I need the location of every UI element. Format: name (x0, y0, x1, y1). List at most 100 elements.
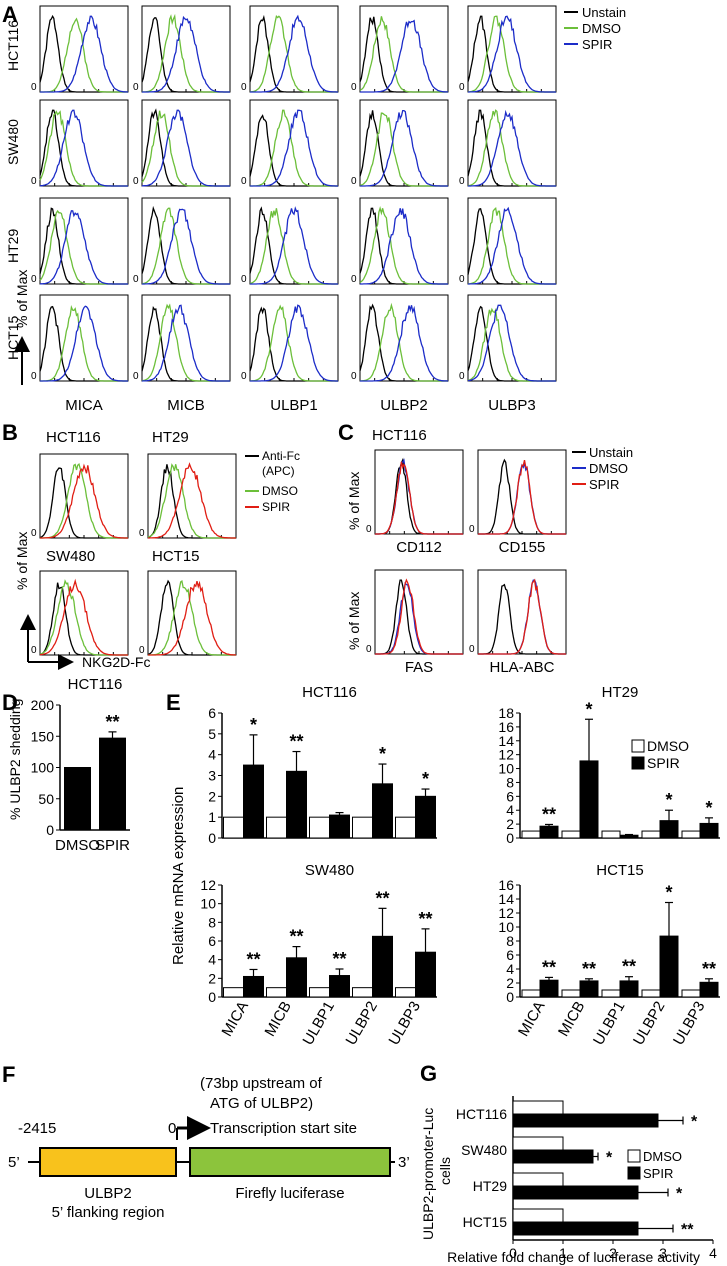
panel-g: G 0 1 2 3 4 HCT116 * SW480 * HT29 * HCT15 ** ULBP2-pro… (420, 1061, 717, 1265)
significance-mark: ** (332, 949, 346, 969)
upstream-note-line2: ATG of ULBP2) (210, 1095, 313, 1112)
y-tick-label: 3 (208, 768, 216, 784)
g-bar-sw480-spir (512, 1149, 594, 1164)
bar-mica-dmso (521, 830, 541, 839)
hist-b-sw480-zero: 0 (31, 645, 37, 656)
g-row-label-sw480: SW480 (461, 1142, 507, 1158)
y-tick-label: 4 (208, 952, 216, 968)
cell-label-hct116: HCT116 (46, 429, 101, 446)
g-x-tick-label: 0 (509, 1245, 517, 1261)
significance-mark: ** (542, 957, 556, 977)
hist-a-hct15-ulbp1-dmso-curve (250, 304, 338, 382)
y-tick-label: 4 (208, 747, 216, 763)
hist-a-hct15-ulbp2-zero: 0 (351, 371, 357, 382)
g-bar-sw480-dmso (512, 1136, 564, 1151)
hist-a-hct116-micb-unstain-curve (141, 17, 230, 93)
hist-a-hct116-micb-dmso-curve (141, 13, 230, 93)
panel-e: E0123456HCT116*****024681012141618HT29**… (166, 684, 720, 1048)
hist-a-sw480-micb-spir-curve (141, 109, 230, 187)
y-tick-label: 0 (208, 989, 216, 1005)
hist-a-sw480-micb-zero: 0 (133, 176, 139, 187)
legend-a-label-2: SPIR (582, 37, 612, 52)
bar-spir-value (99, 737, 126, 831)
y-tick-label: 0 (506, 830, 514, 846)
luciferase-label: Firefly luciferase (235, 1185, 344, 1202)
panel-c: C HCT116 0 CD112 0 CD155 0 FAS 0 HLA-ABC % of Max%… (338, 420, 633, 676)
legend-c-label-2: SPIR (589, 477, 619, 492)
y-tick-label: 18 (498, 705, 514, 721)
legend-g-swatch-dmso (627, 1149, 641, 1163)
cell-label-ht29: HT29 (152, 429, 189, 446)
bar-micb-spir (286, 957, 307, 998)
hist-a-hct15-ulbp2-spir-curve (360, 305, 449, 382)
cell-label-hct15: HCT15 (152, 548, 200, 565)
significance-mark: ** (289, 732, 303, 752)
bar-micb-spir (579, 980, 599, 998)
significance-mark: ** (105, 712, 119, 732)
bar-ulbp1-spir (329, 975, 350, 998)
hist-a-ht29-mica-unstain-curve (39, 207, 128, 285)
bar-mica-dmso (223, 816, 244, 839)
hist-a-ht29-ulbp1-unstain-curve (249, 206, 338, 285)
hist-a-hct15-ulbp3-spir-curve (467, 304, 556, 382)
marker-label-cd112: CD112 (396, 539, 442, 556)
hist-c-hla-abc-frame (477, 569, 567, 655)
legend-c-label-1: DMSO (589, 461, 628, 476)
y-tick-label: 6 (506, 788, 514, 804)
g-significance-mark: * (691, 1114, 698, 1131)
hist-a-sw480-ulbp2-dmso-curve (359, 112, 448, 187)
panel-b-xlabel: NKG2D-Fc (82, 654, 150, 670)
hist-a-ht29-ulbp1-spir-curve (250, 206, 338, 285)
panel-c-letter: C (338, 420, 354, 445)
significance-mark: ** (375, 888, 389, 908)
bar-ulbp2-spir (372, 783, 393, 839)
y-tick-label: 6 (208, 705, 216, 721)
hist-c-cd112-frame (374, 449, 464, 535)
y-tick-label: 8 (208, 914, 216, 930)
bar-ulbp1-spir (329, 814, 350, 839)
hist-a-hct15-ulbp2-unstain-curve (359, 303, 448, 382)
bar-mica-spir (539, 825, 559, 839)
significance-mark: * (665, 883, 672, 903)
hist-c-cd112-unstain-curve (375, 457, 463, 535)
bar-ulbp3-spir (699, 822, 719, 839)
y-tick-label: 12 (498, 747, 514, 763)
bar-micb-dmso (561, 989, 581, 998)
significance-mark: ** (582, 959, 596, 979)
significance-mark: ** (246, 949, 260, 969)
panel-a-letter: A (2, 2, 18, 27)
hist-a-sw480-mica-zero: 0 (31, 176, 37, 187)
bar-micb-spir (579, 760, 599, 839)
col-label-mica: MICA (65, 397, 103, 414)
y-tick-label: 2 (208, 970, 216, 986)
hist-a-hct116-micb-spir-curve (142, 15, 230, 93)
y-tick-label: 12 (200, 877, 216, 893)
hist-a-ht29-micb-frame (141, 197, 231, 285)
y-tick-label: 6 (506, 947, 514, 963)
promoter-label-line1: ULBP2 (84, 1185, 132, 1202)
hist-a-sw480-ulbp3-spir-curve (468, 109, 556, 187)
y-tick-label: 12 (498, 905, 514, 921)
bar-dmso-value (64, 767, 91, 831)
tss-label: Transcription start site (210, 1120, 357, 1137)
y-tick-label: 10 (200, 896, 216, 912)
hist-a-sw480-ulbp2-spir-curve (360, 109, 448, 187)
legend-e-swatch-spir (631, 756, 645, 770)
panel-e-ylabel: Relative mRNA expression (170, 787, 187, 965)
hist-b-ht29-dmso-curve (147, 463, 236, 539)
hist-a-ht29-micb-spir-curve (142, 208, 230, 285)
panel-c-ylabel-bottom: % of Max (346, 592, 362, 650)
hist-b-ht29-spir-curve (148, 462, 236, 539)
hist-a-ht29-mica-dmso-curve (39, 209, 128, 285)
g-row-label-ht29: HT29 (473, 1178, 507, 1194)
hist-c-cd112-dmso-curve (375, 458, 463, 535)
position-zero: 0 (168, 1120, 176, 1137)
y-tick-label: 4 (506, 961, 514, 977)
g-x-tick-label: 1 (559, 1245, 567, 1261)
hist-a-hct116-ulbp3-zero: 0 (459, 82, 465, 93)
hist-b-hct116-spir-curve (40, 463, 128, 539)
hist-a-hct116-ulbp2-dmso-curve (359, 16, 448, 93)
hist-a-sw480-mica-dmso-curve (39, 110, 128, 187)
legend-b-dmso: DMSO (262, 484, 298, 498)
